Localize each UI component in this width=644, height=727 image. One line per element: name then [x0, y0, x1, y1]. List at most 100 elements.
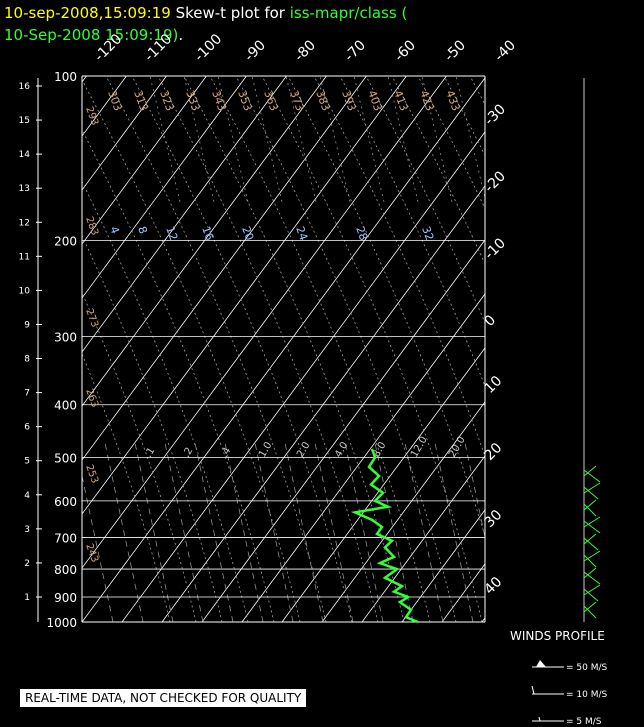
dry-adiabat: [82, 234, 223, 622]
legend-flag: [536, 660, 546, 667]
dry-adiabat-label-left: 263: [83, 387, 100, 409]
pressure-label: 800: [54, 563, 77, 577]
height-label: 5: [24, 457, 30, 467]
isotherm: [602, 76, 644, 622]
mixing-ratio-label-lower: .4: [219, 446, 233, 460]
temp-label-top: -90: [242, 37, 269, 64]
title-station-time: 10-Sep-2008 15:09:19): [4, 26, 179, 44]
isotherm: [321, 401, 485, 622]
title-date: 10-sep-2008,15:09:19: [4, 4, 171, 22]
height-label: 13: [19, 184, 30, 194]
dry-adiabat: [131, 76, 353, 622]
pressure-label: 100: [54, 70, 77, 84]
upper-dotted-line: [455, 76, 485, 200]
quality-notice: REAL-TIME DATA, NOT CHECKED FOR QUALITY: [20, 689, 307, 707]
wind-barb: [583, 550, 601, 568]
mixing-ratio-label-lower: 2.0: [295, 440, 312, 459]
mixing-ratio-label: 8: [135, 225, 150, 236]
pressure-label: 600: [54, 495, 77, 509]
mixing-ratio-line: [464, 442, 485, 540]
dry-adiabat-label: 343: [209, 89, 228, 113]
dry-adiabat-label: 373: [287, 89, 306, 113]
dry-adiabat: [183, 76, 405, 622]
dry-adiabat-label: 313: [131, 89, 150, 113]
legend-half-barb: [538, 716, 541, 722]
dry-adiabat: [82, 78, 301, 622]
isotherm: [481, 617, 485, 622]
dry-adiabat-label: 303: [105, 89, 124, 113]
title-line-2: 10-Sep-2008 15:09:19).: [4, 24, 640, 46]
height-label: 10: [19, 286, 31, 296]
mixing-ratio-label-lower: 12.0: [409, 435, 430, 460]
dry-adiabat: [443, 76, 485, 157]
wind-barb: [583, 601, 597, 619]
mixing-ratio-line: [82, 474, 114, 622]
dry-adiabat: [313, 76, 485, 458]
dry-adiabat: [417, 76, 485, 210]
dry-adiabat: [365, 76, 485, 324]
mixing-ratio-line: [134, 442, 174, 622]
isotherm: [281, 347, 485, 622]
dry-adiabat: [105, 76, 327, 622]
title-text: Skew-t plot for: [170, 4, 290, 22]
page-title: 10-sep-2008,15:09:19 Skew-t plot for iss…: [4, 2, 640, 46]
chart-grid: [36, 75, 644, 623]
wind-barb: [583, 584, 601, 602]
winds-profile: WINDS PROFILE = 50 M/S = 10 M/S = 5 M/S: [510, 78, 608, 727]
isotherm: [82, 76, 207, 245]
mixing-ratio-line: [104, 442, 144, 622]
chart-labels: 1002003004005006007008009001000161514131…: [19, 31, 519, 630]
wind-barb: [583, 482, 601, 500]
title-line-1: 10-sep-2008,15:09:19 Skew-t plot for iss…: [4, 2, 640, 24]
isotherm: [201, 239, 485, 622]
height-label: 6: [24, 423, 30, 433]
temp-label-top: -40: [492, 37, 519, 64]
temp-label-right: -10: [482, 235, 509, 262]
temp-label-right: -20: [482, 168, 509, 195]
dry-adiabat-label-left: 273: [83, 307, 100, 329]
mixing-ratio-line: [194, 442, 234, 622]
wind-barb: [583, 499, 597, 517]
legend-full-barb: [531, 685, 535, 695]
temp-label-top: -50: [442, 37, 469, 64]
legend-text: = 50 M/S: [566, 663, 608, 673]
dry-adiabat: [82, 128, 275, 622]
isotherm: [441, 563, 485, 622]
height-label: 1: [24, 593, 30, 603]
pressure-label: 700: [54, 531, 77, 545]
mixing-ratio-line: [164, 442, 204, 622]
dry-adiabat-label-left: 283: [83, 215, 100, 237]
mixing-ratio-label: 12: [163, 225, 180, 243]
dry-adiabat: [82, 291, 197, 622]
sounding-line: [350, 448, 419, 624]
mixing-ratio-line: [344, 442, 384, 622]
dry-adiabat-label: 433: [443, 89, 462, 113]
sounding-trace: [350, 448, 419, 624]
height-label: 15: [19, 116, 30, 126]
isotherm: [522, 76, 644, 622]
height-label: 3: [24, 525, 30, 535]
mixing-ratio-line: [254, 442, 294, 622]
pressure-label: 500: [54, 452, 77, 466]
height-label: 8: [24, 355, 30, 365]
dry-adiabat: [339, 76, 485, 388]
pressure-label: 300: [54, 331, 77, 345]
temp-label-right: -30: [482, 101, 509, 128]
mixing-ratio-label: 32: [419, 225, 436, 243]
dry-adiabat: [287, 76, 485, 538]
temp-label-top: -70: [342, 37, 369, 64]
temp-label-top: -120: [92, 31, 126, 65]
mixing-ratio-label: 24: [293, 225, 310, 243]
dry-adiabat: [82, 180, 249, 622]
height-label: 7: [24, 389, 30, 399]
temp-label-top: -80: [292, 37, 319, 64]
mixing-ratio-label: 20: [239, 225, 256, 243]
isotherm: [82, 76, 367, 461]
title-period: .: [178, 26, 184, 44]
height-label: 4: [24, 491, 30, 501]
mixing-ratio-line: [374, 442, 414, 622]
temp-label-top: -110: [142, 31, 176, 65]
isotherm: [82, 76, 247, 299]
isotherm: [82, 76, 287, 353]
dry-adiabat: [469, 76, 485, 106]
